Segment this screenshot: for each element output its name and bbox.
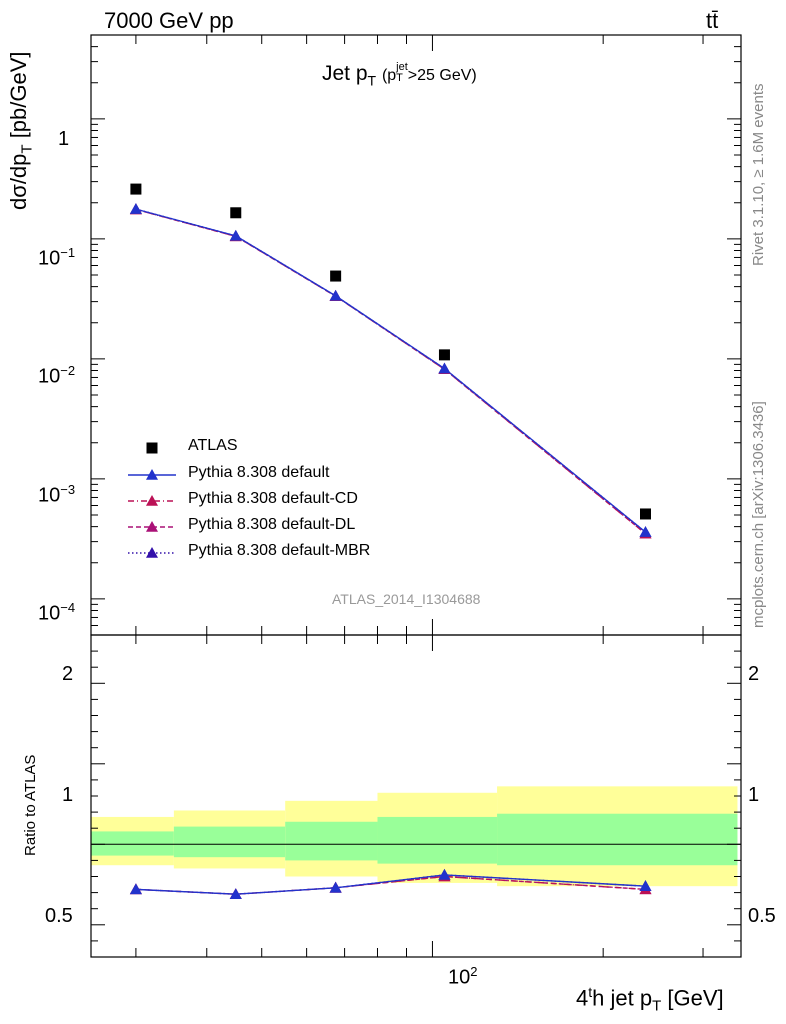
legend-label-default-cd: Pythia 8.308 default-CD [188,490,358,507]
legend-label-default-dl: Pythia 8.308 default-DL [188,516,356,533]
title-cut-sub: T [396,72,403,84]
ylabel-sub: T [18,144,36,154]
main-series-lines [135,208,646,535]
ratio-band-inner-1 [173,826,286,858]
x-axis-label: 4th jet pT [GeV] [576,984,724,1015]
ratio-series-lines [129,868,652,900]
main-marker-s0-p1 [229,229,242,241]
ratio-y-tick-2: 2 [62,663,74,685]
ratio-uncertainty-bands [91,786,741,887]
title-cut-rest: >25 GeV) [407,67,477,85]
y-tick-label-1e-3: 10−3 [38,482,75,508]
xlabel-mid: h jet p [592,985,653,1011]
ratio-band-inner-0 [91,831,174,856]
title-cut-script: jet T [396,62,408,84]
ratio-y-tick-2-right: 2 [748,663,760,685]
title-main: Jet p [322,62,368,86]
ratio-y-tick-1-right: 1 [748,784,760,806]
legend-label-default-mbr: Pythia 8.308 default-MBR [188,542,371,559]
ratio-marker-s0-p1 [229,888,242,900]
main-line-1 [135,208,646,535]
y-tick-1e-2-exp: −2 [60,363,76,378]
legend-label-atlas: ATLAS [188,437,238,454]
ratio-marker-s0-p4 [639,880,652,891]
legend-marker-1 [146,495,158,506]
main-marker-s0-p2 [329,289,342,301]
main-line-3 [135,208,646,533]
title-cut: (p jet T >25 GeV) [381,62,477,85]
legend-marker-atlas [146,442,158,454]
x-tick-100-base: 10 [448,966,471,989]
xlabel-sub: T [652,997,662,1015]
y-axis-label-top: dσ/dpT [pb/GeV] [6,51,35,210]
process-label: tt̄ [706,8,719,33]
legend-label-default: Pythia 8.308 default [188,464,330,481]
legend-marker-2 [146,521,158,532]
atlas-data-point-3 [438,349,450,361]
title-cut-sup: jet [396,61,408,73]
ratio-band-inner-4 [497,813,738,866]
y-tick-1e-1-base: 10 [38,247,61,270]
y-tick-label-1: 1 [58,128,69,151]
atlas-data-point-4 [639,508,651,520]
ylabel-unit: [pb/GeV] [6,51,31,145]
main-line-0 [135,208,646,533]
main-marker-s0-p4 [639,526,652,537]
y-tick-label-1e-1: 10−1 [38,245,75,271]
rivet-version-label: Rivet 3.1.10, ≥ 1.6M events [750,83,767,267]
xlabel-pre: 4 [576,985,589,1011]
ratio-marker-s0-p3 [438,868,451,880]
y-tick-label-1e-4: 10−4 [38,600,75,626]
atlas-data-point-1 [230,207,242,219]
title-main-sub: T [367,72,377,89]
plot-title: Jet pT (p jet T >25 GeV) [322,62,477,90]
x-tick-100-exp: 2 [470,964,478,979]
legend [128,442,176,558]
y-tick-1e-4-exp: −4 [60,600,76,615]
xlabel-sup: t [588,984,593,1000]
legend-marker-3 [146,547,158,558]
y-tick-1-base: 1 [58,128,70,150]
main-marker-s0-p0 [129,203,142,214]
y-tick-1e-4-base: 10 [38,602,61,625]
ratio-band-inner-3 [377,816,498,864]
analysis-watermark: ATLAS_2014_I1304688 [332,591,481,607]
title-paren: (p [381,67,397,85]
y-axis-label-ratio: Ratio to ATLAS [22,754,39,856]
ratio-y-tick-0-5-right: 0.5 [748,905,776,927]
atlas-data-point-2 [330,270,342,282]
ratio-band-inner-2 [285,821,378,861]
atlas-data-point-0 [130,183,142,195]
energy-label: 7000 GeV pp [104,8,234,33]
y-tick-1e-3-base: 10 [38,484,61,507]
main-line-2 [135,208,646,535]
ratio-y-tick-0-5: 0.5 [45,905,73,927]
x-tick-label-100: 102 [448,964,477,990]
axis-ticks [91,34,741,958]
ylabel-main: dσ/dp [6,153,31,210]
y-tick-1e-1-exp: −1 [60,245,76,260]
y-tick-label-1e-2: 10−2 [38,363,75,389]
main-marker-s0-p3 [438,362,451,374]
y-tick-1e-2-base: 10 [38,365,61,388]
xlabel-unit: [GeV] [661,985,724,1011]
mcplots-label: mcplots.cern.ch [arXiv:1306.3436] [750,401,767,628]
main-series-markers [129,183,652,539]
ratio-marker-s0-p0 [129,883,142,895]
legend-marker-0 [146,469,158,480]
ratio-y-tick-1: 1 [62,784,74,806]
y-tick-1e-3-exp: −3 [60,482,76,497]
ratio-marker-s0-p2 [329,881,342,893]
